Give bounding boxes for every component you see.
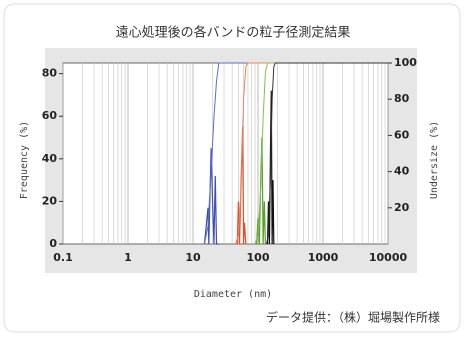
x-tick-label: 0.1 [53,251,73,264]
y-tick-label: 60 [42,109,58,122]
x-axis-label: Diameter (nm) [194,289,272,300]
y2-tick-label: 40 [394,165,410,178]
x-tick-label: 1 [124,251,132,264]
y-tick-label: 80 [42,67,58,80]
undersize-line [234,62,388,245]
frequency-line [266,90,275,245]
y2-tick-label: 20 [394,201,410,214]
plot-frame [62,62,389,245]
y2-tick-label: 100 [394,56,417,69]
x-tick-label: 100 [247,251,270,264]
undersize-line [254,62,388,245]
source-note: データ提供：（株）堀場製作所様 [266,310,440,325]
x-tick-label: 10000 [369,251,408,264]
y2-tick-label: 60 [394,128,410,141]
y2-axis-label: Undersize (%) [429,121,440,199]
x-tick-label: 10 [185,251,201,264]
y-tick-label: 40 [42,152,58,165]
x-tick-label: 1000 [308,251,339,264]
y-tick-label: 0 [49,237,57,250]
y-axis-label: Frequency (%) [19,121,30,199]
undersize-line [265,62,388,245]
y-tick-label: 20 [42,194,58,207]
chart-title: 遠心処理後の各バンドの粒子径測定結果 [116,25,351,41]
y2-tick-label: 80 [394,92,410,105]
undersize-line [203,62,388,245]
